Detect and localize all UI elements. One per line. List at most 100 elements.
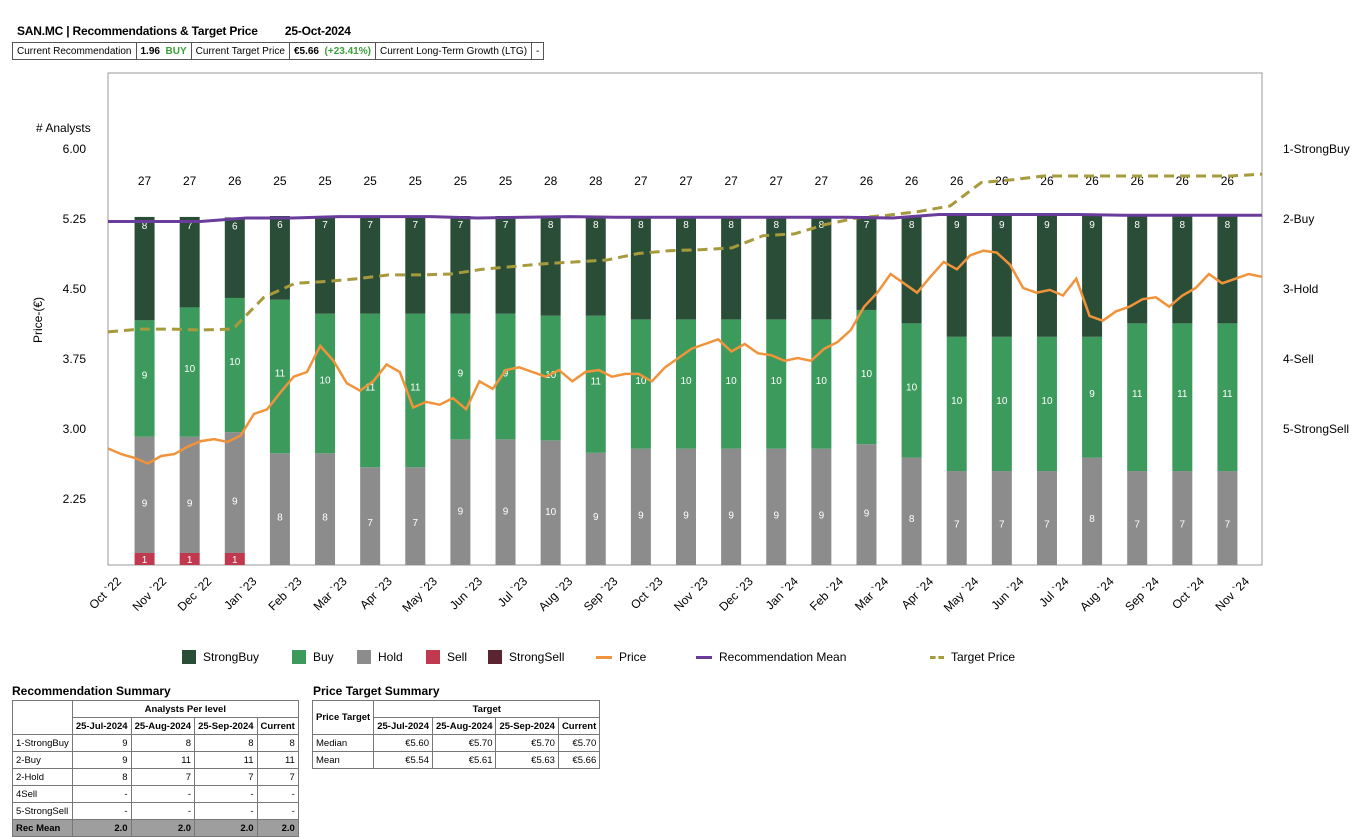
rec-summary-group-header: Analysts Per level bbox=[71, 700, 299, 718]
table-row: Median €5.60 €5.70 €5.70 €5.70 bbox=[311, 734, 601, 752]
bar-value-label: 7 bbox=[999, 519, 1005, 530]
legend-price-label: Price bbox=[619, 650, 647, 664]
table-row: 2-Hold 8 7 7 7 bbox=[12, 768, 299, 786]
table-row: Mean €5.54 €5.61 €5.63 €5.66 bbox=[311, 751, 601, 769]
bar-value-label: 9 bbox=[187, 498, 193, 509]
x-tick-label: Nov `24 bbox=[1213, 574, 1253, 614]
bar-value-label: 9 bbox=[1089, 220, 1095, 231]
cell: 11 bbox=[256, 751, 299, 769]
bar-hold bbox=[1127, 471, 1148, 565]
legend-target-line bbox=[930, 655, 944, 659]
bar-value-label: 7 bbox=[367, 220, 373, 231]
bar-value-label: 9 bbox=[864, 509, 870, 520]
cell: - bbox=[130, 785, 196, 803]
bar-buy bbox=[811, 319, 832, 449]
bar-value-label: 7 bbox=[412, 518, 418, 529]
x-tick-label: Sep `24 bbox=[1122, 574, 1162, 614]
bar-value-label: 11 bbox=[1222, 389, 1233, 400]
pt-summary-col: Current bbox=[557, 717, 601, 735]
y-tick-label: 3.75 bbox=[63, 352, 87, 366]
current-ltg-value: - bbox=[531, 42, 545, 60]
current-tp-change: (+23.41%) bbox=[324, 45, 371, 57]
bar-value-label: 7 bbox=[187, 221, 193, 232]
cell: 8 bbox=[194, 734, 258, 752]
bar-total-label: 26 bbox=[950, 174, 964, 188]
bar-value-label: 10 bbox=[861, 369, 873, 380]
bar-value-label: 7 bbox=[503, 220, 509, 231]
bar-buy bbox=[1172, 323, 1193, 472]
bar-strongbuy bbox=[540, 216, 561, 316]
x-tick-label: Jan `24 bbox=[763, 574, 801, 612]
bar-value-label: 11 bbox=[1132, 389, 1143, 400]
bar-value-label: 7 bbox=[1225, 519, 1231, 530]
bar-total-label: 26 bbox=[1221, 174, 1235, 188]
bar-buy bbox=[1127, 323, 1148, 472]
bar-buy bbox=[269, 299, 290, 454]
bar-value-label: 10 bbox=[545, 507, 557, 518]
bar-value-label: 1 bbox=[232, 555, 238, 566]
bar-total-label: 27 bbox=[724, 174, 738, 188]
bar-buy bbox=[991, 336, 1012, 472]
bar-buy bbox=[405, 313, 426, 468]
x-tick-label: Feb `24 bbox=[807, 574, 846, 613]
rec-summary-col: 25-Jul-2024 bbox=[71, 717, 132, 735]
bar-value-label: 10 bbox=[726, 376, 738, 387]
rec-summary-col: 25-Sep-2024 bbox=[194, 717, 258, 735]
bar-total-label: 25 bbox=[454, 174, 468, 188]
x-tick-label: Jun `23 bbox=[447, 574, 485, 612]
bar-buy bbox=[766, 319, 787, 449]
bar-strongbuy bbox=[630, 216, 651, 320]
bar-strongbuy bbox=[676, 216, 696, 320]
bar-sell bbox=[224, 553, 245, 565]
bar-value-label: 11 bbox=[365, 383, 376, 394]
current-rec-value: 1.96 BUY bbox=[135, 42, 192, 60]
bar-hold bbox=[901, 457, 922, 565]
x-tick-label: Nov `23 bbox=[671, 574, 711, 614]
bar-hold bbox=[991, 471, 1012, 565]
bar-value-label: 11 bbox=[1177, 389, 1188, 400]
current-summary-strip: Current Recommendation 1.96 BUY Current … bbox=[12, 42, 545, 60]
rec-scale-label: 2-Buy bbox=[1283, 212, 1314, 226]
bar-total-label: 27 bbox=[815, 174, 829, 188]
bar-value-label: 8 bbox=[1225, 220, 1231, 231]
y-tick-label: 2.25 bbox=[63, 492, 87, 506]
cell: 11 bbox=[194, 751, 258, 769]
price-line bbox=[107, 249, 1263, 465]
bar-value-label: 10 bbox=[319, 376, 331, 387]
bar-value-label: 8 bbox=[909, 220, 915, 231]
bar-value-label: 10 bbox=[951, 396, 963, 407]
bar-hold bbox=[585, 452, 606, 565]
bar-strongbuy bbox=[1172, 216, 1193, 324]
row-label: Median bbox=[311, 734, 375, 752]
current-rec-label: Current Recommendation bbox=[12, 42, 137, 60]
bar-value-label: 9 bbox=[638, 510, 644, 521]
bar-value-label: 9 bbox=[503, 369, 509, 380]
bar-buy bbox=[134, 320, 155, 437]
legend-strongsell: StrongSell bbox=[488, 650, 564, 664]
bar-value-label: 10 bbox=[184, 364, 196, 375]
legend-target: Target Price bbox=[930, 650, 1015, 664]
x-tick-label: Mar `24 bbox=[852, 574, 891, 613]
x-tick-label: Aug `24 bbox=[1077, 574, 1117, 614]
table-row: 1-StrongBuy 9 8 8 8 bbox=[12, 734, 299, 752]
y-tick-label: 3.00 bbox=[63, 422, 87, 436]
legend-price: Price bbox=[596, 650, 646, 664]
legend-sell: Sell bbox=[426, 650, 467, 664]
bar-value-label: 11 bbox=[275, 369, 286, 380]
bar-value-label: 7 bbox=[367, 518, 373, 529]
legend-recmean-label: Recommendation Mean bbox=[719, 650, 847, 664]
cell: - bbox=[256, 785, 299, 803]
bar-strongbuy bbox=[1036, 216, 1057, 337]
bar-hold bbox=[405, 467, 426, 565]
table-row: 5-StrongSell - - - - bbox=[12, 802, 299, 820]
bar-total-label: 26 bbox=[995, 174, 1009, 188]
cell: €5.60 bbox=[373, 734, 433, 752]
pt-summary-title: Price Target Summary bbox=[313, 684, 440, 698]
bar-value-label: 8 bbox=[548, 220, 554, 231]
bar-hold bbox=[766, 448, 787, 565]
target-price-line bbox=[107, 172, 1263, 334]
bar-value-label: 10 bbox=[1041, 396, 1053, 407]
legend-strongsell-swatch bbox=[488, 650, 502, 664]
bar-total-label: 28 bbox=[544, 174, 558, 188]
bar-value-label: 11 bbox=[410, 383, 421, 394]
